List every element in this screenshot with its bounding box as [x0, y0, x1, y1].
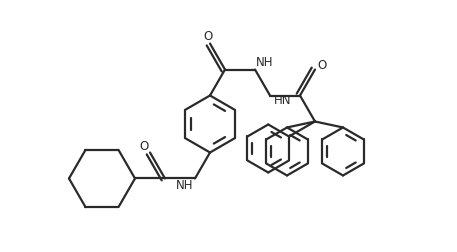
- Text: O: O: [203, 30, 213, 43]
- Text: NH: NH: [175, 179, 193, 192]
- Text: NH: NH: [256, 56, 273, 69]
- Text: O: O: [317, 59, 327, 72]
- Text: O: O: [139, 140, 149, 153]
- Text: HN: HN: [274, 94, 292, 107]
